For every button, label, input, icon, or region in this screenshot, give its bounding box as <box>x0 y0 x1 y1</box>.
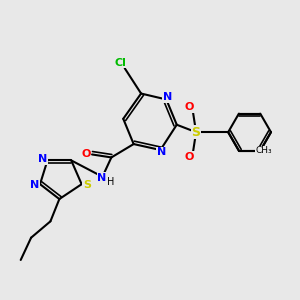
Text: O: O <box>185 103 194 112</box>
Text: O: O <box>81 149 91 159</box>
Text: H: H <box>107 177 115 187</box>
Text: S: S <box>192 126 201 139</box>
Text: N: N <box>163 92 172 102</box>
Text: N: N <box>38 154 47 164</box>
Text: S: S <box>83 180 91 190</box>
Text: Cl: Cl <box>114 58 126 68</box>
Text: N: N <box>157 147 166 158</box>
Text: CH₃: CH₃ <box>255 146 272 155</box>
Text: O: O <box>185 152 194 162</box>
Text: N: N <box>97 173 106 183</box>
Text: N: N <box>30 180 39 190</box>
